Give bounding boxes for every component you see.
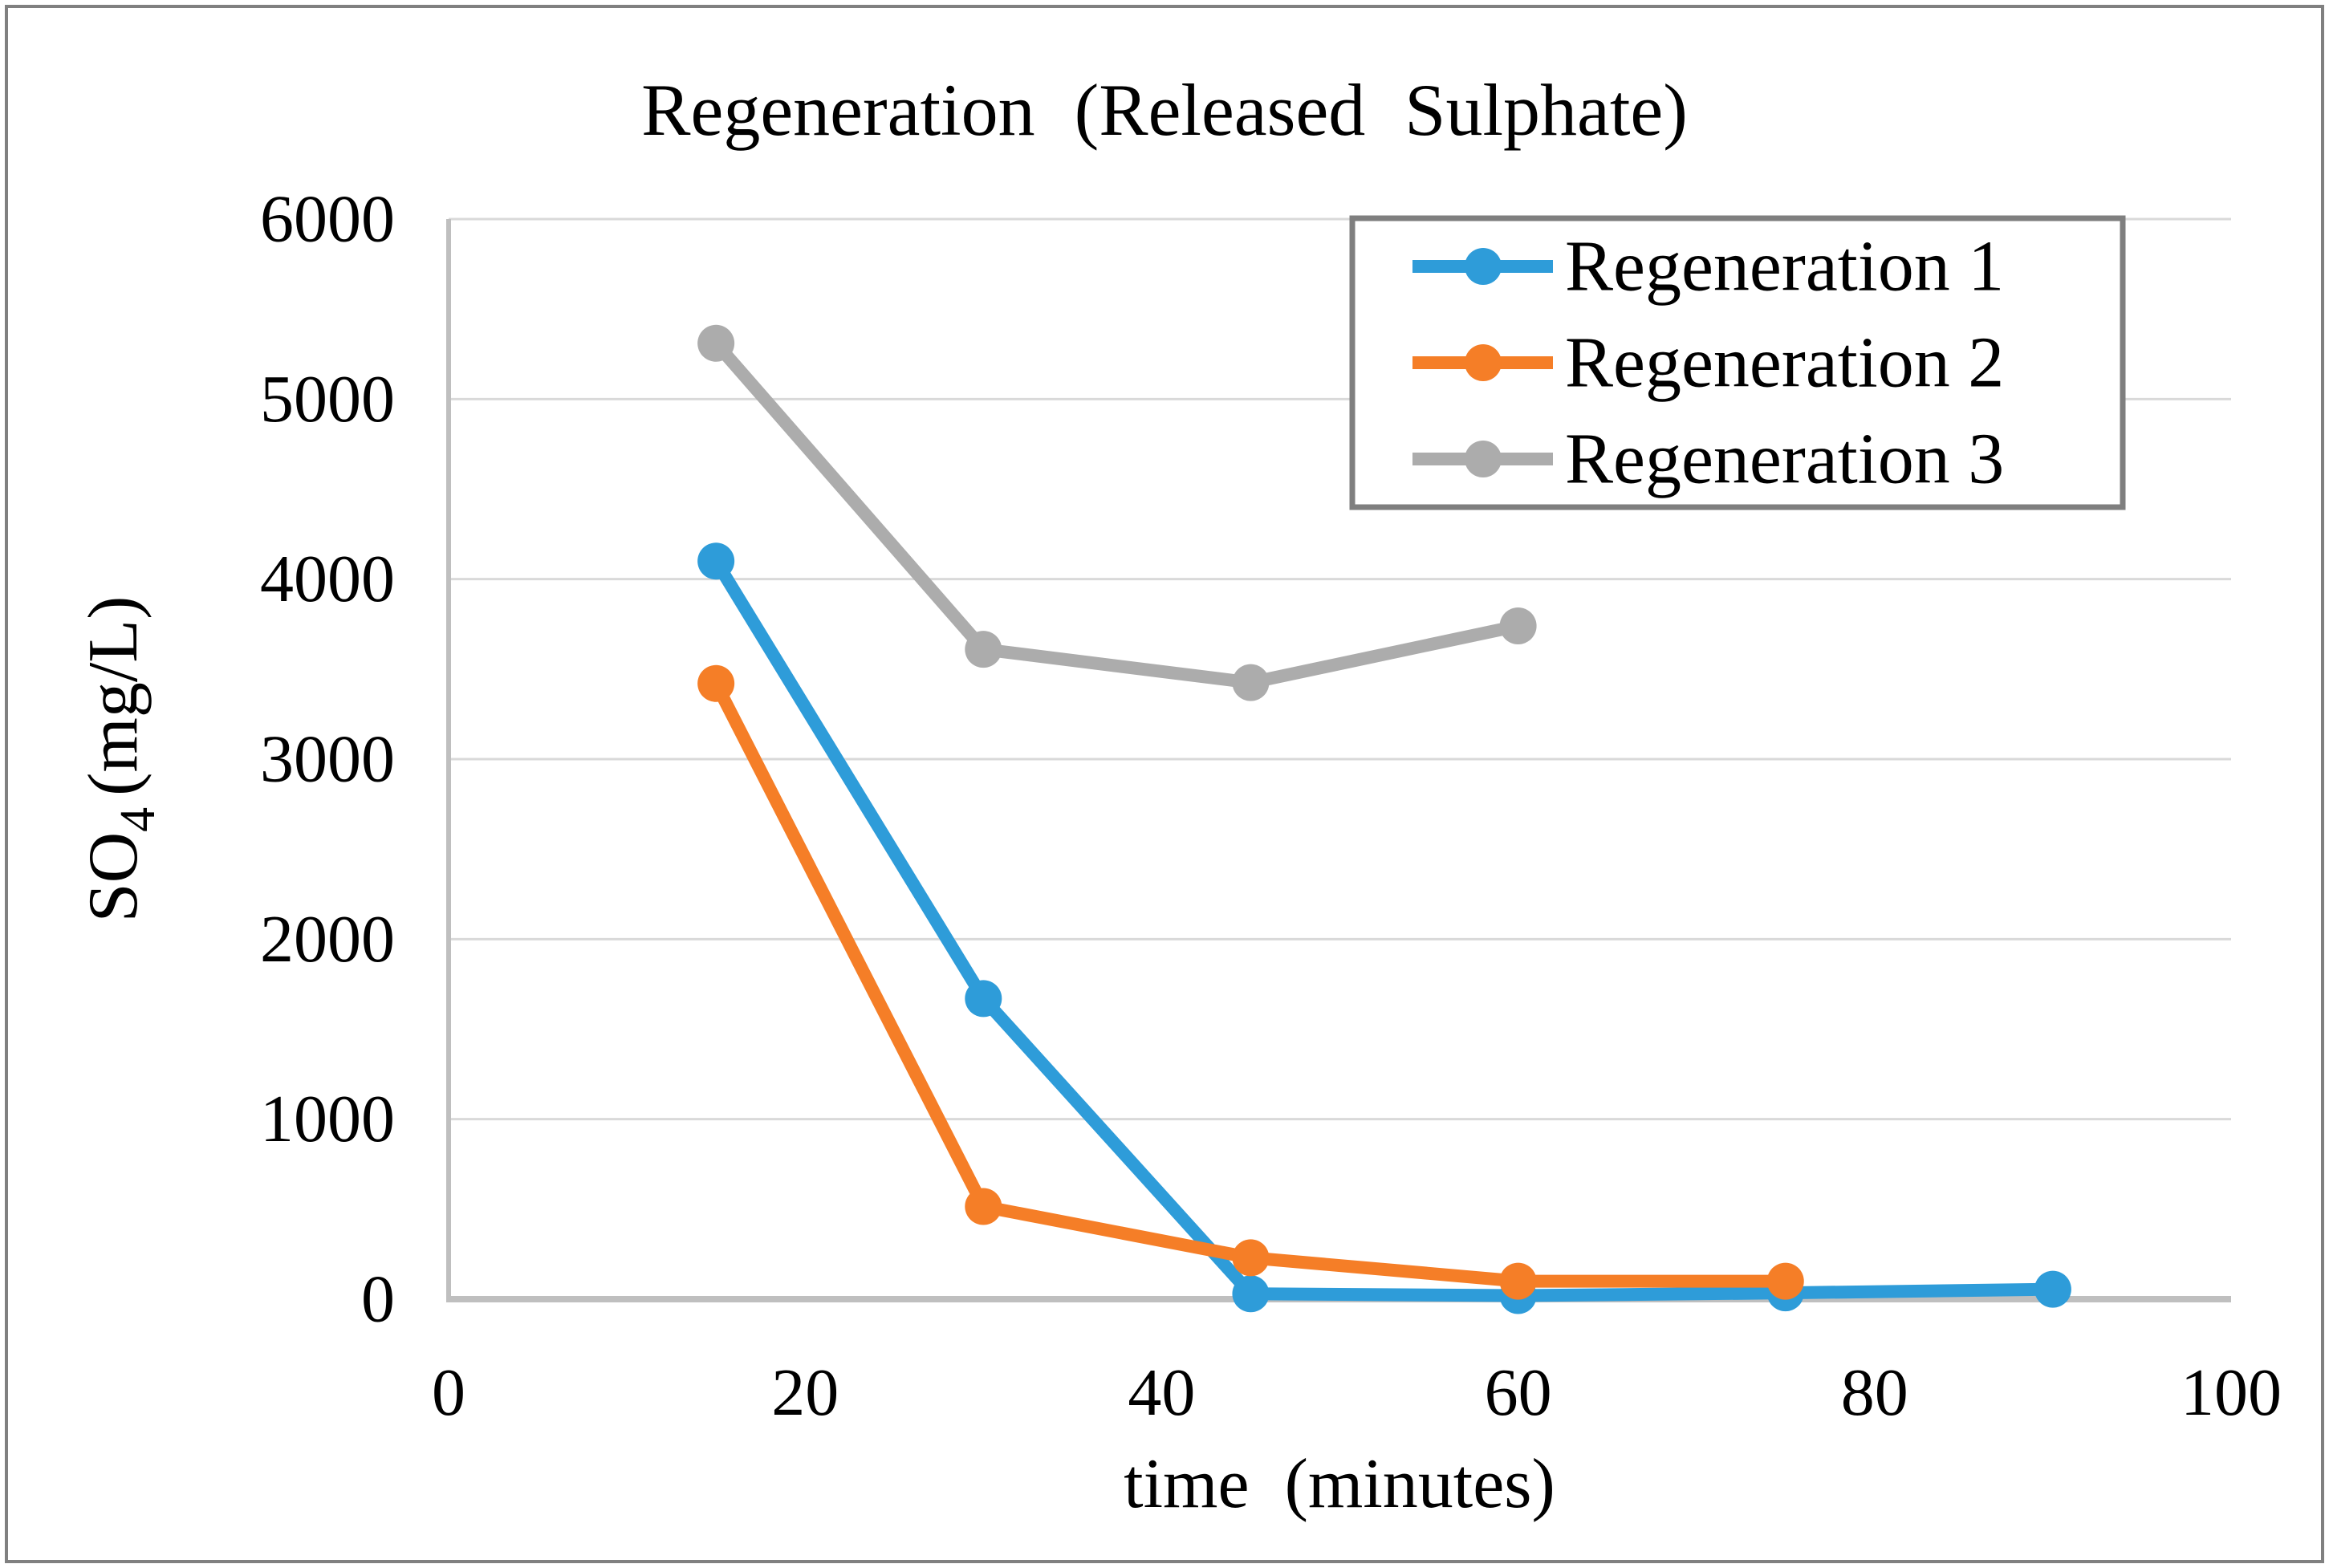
- legend-marker-dot-regeneration-2: [1465, 344, 1502, 381]
- y-tick-label-3000: 3000: [260, 722, 395, 797]
- y-axis-title: SO4 (mg/L): [75, 596, 165, 923]
- data-point-marker-regeneration-1: [697, 542, 735, 580]
- y-tick-label-6000: 6000: [260, 182, 395, 257]
- data-point-marker-regeneration-2: [1766, 1262, 1804, 1300]
- data-point-marker-regeneration-3: [1232, 664, 1270, 701]
- x-tick-label-60: 60: [1485, 1355, 1552, 1430]
- x-tick-label-100: 100: [2181, 1355, 2282, 1430]
- series-line-regeneration-1: [709, 554, 2059, 1302]
- series-layer: [697, 324, 2071, 1314]
- data-point-marker-regeneration-1: [2034, 1270, 2071, 1308]
- y-tick-label-5000: 5000: [260, 362, 395, 437]
- legend-label-regeneration-1: Regeneration 1: [1565, 227, 2004, 307]
- data-point-marker-regeneration-2: [965, 1188, 1002, 1225]
- y-tick-label-2000: 2000: [260, 902, 395, 977]
- legend-marker-dot-regeneration-3: [1465, 441, 1502, 477]
- y-axis-title-main: SO: [75, 832, 152, 923]
- data-point-marker-regeneration-1: [1232, 1275, 1270, 1313]
- data-point-marker-regeneration-3: [697, 324, 735, 362]
- data-point-marker-regeneration-3: [965, 631, 1002, 668]
- x-tick-label-80: 80: [1841, 1355, 1908, 1430]
- data-point-marker-regeneration-1: [965, 980, 1002, 1018]
- x-axis-title: time (minutes): [1124, 1445, 1555, 1523]
- x-tick-label-20: 20: [771, 1355, 839, 1430]
- y-axis-title-subscript: 4: [111, 807, 165, 832]
- series-line-regeneration-3: [709, 336, 1525, 689]
- legend-entry-regeneration-3: Regeneration 3: [1412, 420, 2004, 499]
- data-point-marker-regeneration-2: [1499, 1262, 1537, 1300]
- data-point-marker-regeneration-3: [1499, 607, 1537, 644]
- x-tick-label-0: 0: [432, 1355, 465, 1430]
- chart-title: Regeneration (Released Sulphate): [641, 69, 1688, 151]
- legend: Regeneration 1 Regeneration 2 Regeneration…: [1349, 215, 2126, 510]
- legend-entry-regeneration-1: Regeneration 1: [1412, 227, 2004, 307]
- series-regeneration-3: [697, 324, 1537, 701]
- y-tick-label-0: 0: [361, 1262, 395, 1337]
- legend-label-regeneration-3: Regeneration 3: [1565, 420, 2004, 499]
- y-tick-label-4000: 4000: [260, 542, 395, 616]
- legend-label-regeneration-2: Regeneration 2: [1565, 323, 2004, 403]
- data-point-marker-regeneration-2: [1232, 1239, 1270, 1277]
- y-axis-title-unit: (mg/L): [75, 596, 152, 796]
- series-regeneration-2: [697, 664, 1804, 1300]
- series-regeneration-1: [697, 542, 2071, 1314]
- data-point-marker-regeneration-2: [697, 664, 735, 702]
- x-tick-label-40: 40: [1128, 1355, 1195, 1430]
- tick-labels: 0 1000 2000 3000 4000 5000 6000 0 20 40 60 80 100: [260, 182, 2282, 1431]
- y-tick-label-1000: 1000: [260, 1082, 395, 1156]
- legend-entry-regeneration-2: Regeneration 2: [1412, 323, 2004, 403]
- legend-marker-dot-regeneration-1: [1465, 248, 1502, 285]
